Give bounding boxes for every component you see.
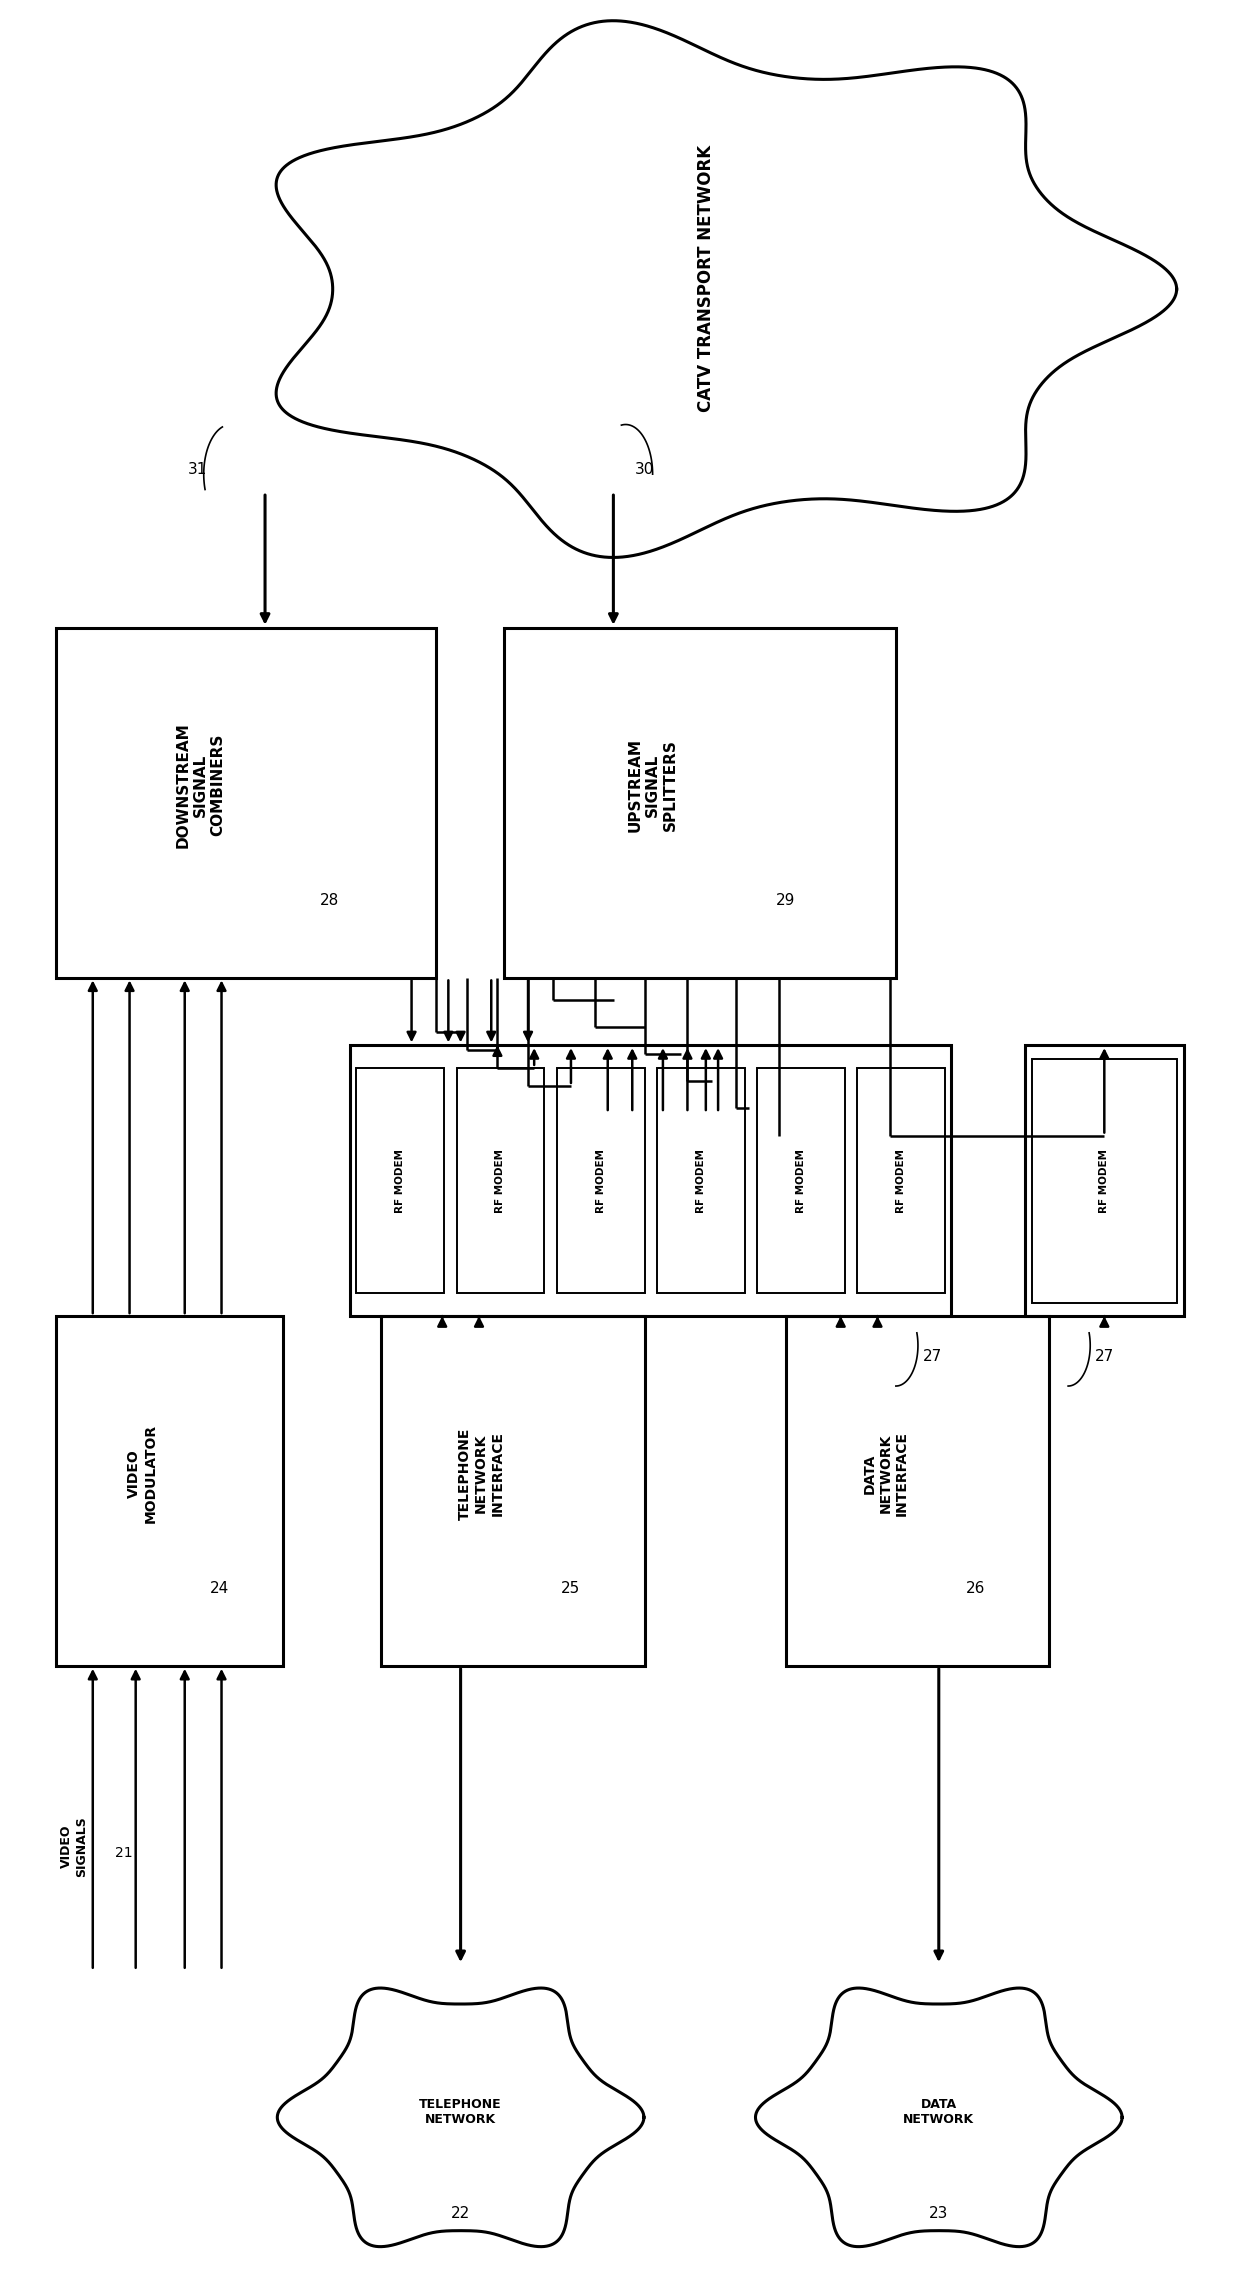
- Bar: [557, 1067, 645, 1294]
- Text: 23: 23: [929, 2205, 949, 2221]
- Text: CATV TRANSPORT NETWORK: CATV TRANSPORT NETWORK: [697, 145, 714, 411]
- Bar: [1032, 1058, 1177, 1304]
- Text: 28: 28: [320, 893, 340, 908]
- Text: 25: 25: [560, 1581, 580, 1597]
- Text: 26: 26: [966, 1581, 985, 1597]
- Text: 22: 22: [451, 2205, 470, 2221]
- Text: 30: 30: [635, 463, 653, 477]
- Text: 27: 27: [923, 1349, 942, 1365]
- Text: RF MODEM: RF MODEM: [796, 1149, 806, 1213]
- Text: DATA
NETWORK: DATA NETWORK: [903, 2098, 975, 2126]
- Bar: [785, 1317, 1049, 1667]
- Text: UPSTREAM
SIGNAL
SPLITTERS: UPSTREAM SIGNAL SPLITTERS: [627, 738, 677, 831]
- Bar: [356, 1067, 444, 1294]
- Text: RF MODEM: RF MODEM: [595, 1149, 605, 1213]
- Text: TELEPHONE
NETWORK: TELEPHONE NETWORK: [419, 2098, 502, 2126]
- Bar: [503, 627, 895, 977]
- Text: RF MODEM: RF MODEM: [897, 1149, 906, 1213]
- Bar: [350, 1045, 951, 1317]
- Text: RF MODEM: RF MODEM: [696, 1149, 706, 1213]
- Bar: [756, 1067, 844, 1294]
- Text: DOWNSTREAM
SIGNAL
COMBINERS: DOWNSTREAM SIGNAL COMBINERS: [176, 722, 226, 847]
- Text: 21: 21: [114, 1846, 133, 1860]
- Text: RF MODEM: RF MODEM: [396, 1149, 405, 1213]
- Bar: [657, 1067, 745, 1294]
- Text: RF MODEM: RF MODEM: [496, 1149, 506, 1213]
- Bar: [56, 1317, 283, 1667]
- Bar: [1024, 1045, 1184, 1317]
- Text: VIDEO
SIGNALS: VIDEO SIGNALS: [61, 1817, 88, 1876]
- Text: 24: 24: [210, 1581, 229, 1597]
- Text: RF MODEM: RF MODEM: [1100, 1149, 1110, 1213]
- Bar: [56, 627, 436, 977]
- Text: TELEPHONE
NETWORK
INTERFACE: TELEPHONE NETWORK INTERFACE: [458, 1426, 505, 1519]
- Bar: [456, 1067, 544, 1294]
- Text: 29: 29: [776, 893, 796, 908]
- Bar: [857, 1067, 945, 1294]
- Bar: [381, 1317, 645, 1667]
- Text: 27: 27: [1095, 1349, 1115, 1365]
- Text: VIDEO
MODULATOR: VIDEO MODULATOR: [126, 1424, 157, 1524]
- Text: DATA
NETWORK
INTERFACE: DATA NETWORK INTERFACE: [863, 1431, 909, 1517]
- Text: 31: 31: [188, 463, 207, 477]
